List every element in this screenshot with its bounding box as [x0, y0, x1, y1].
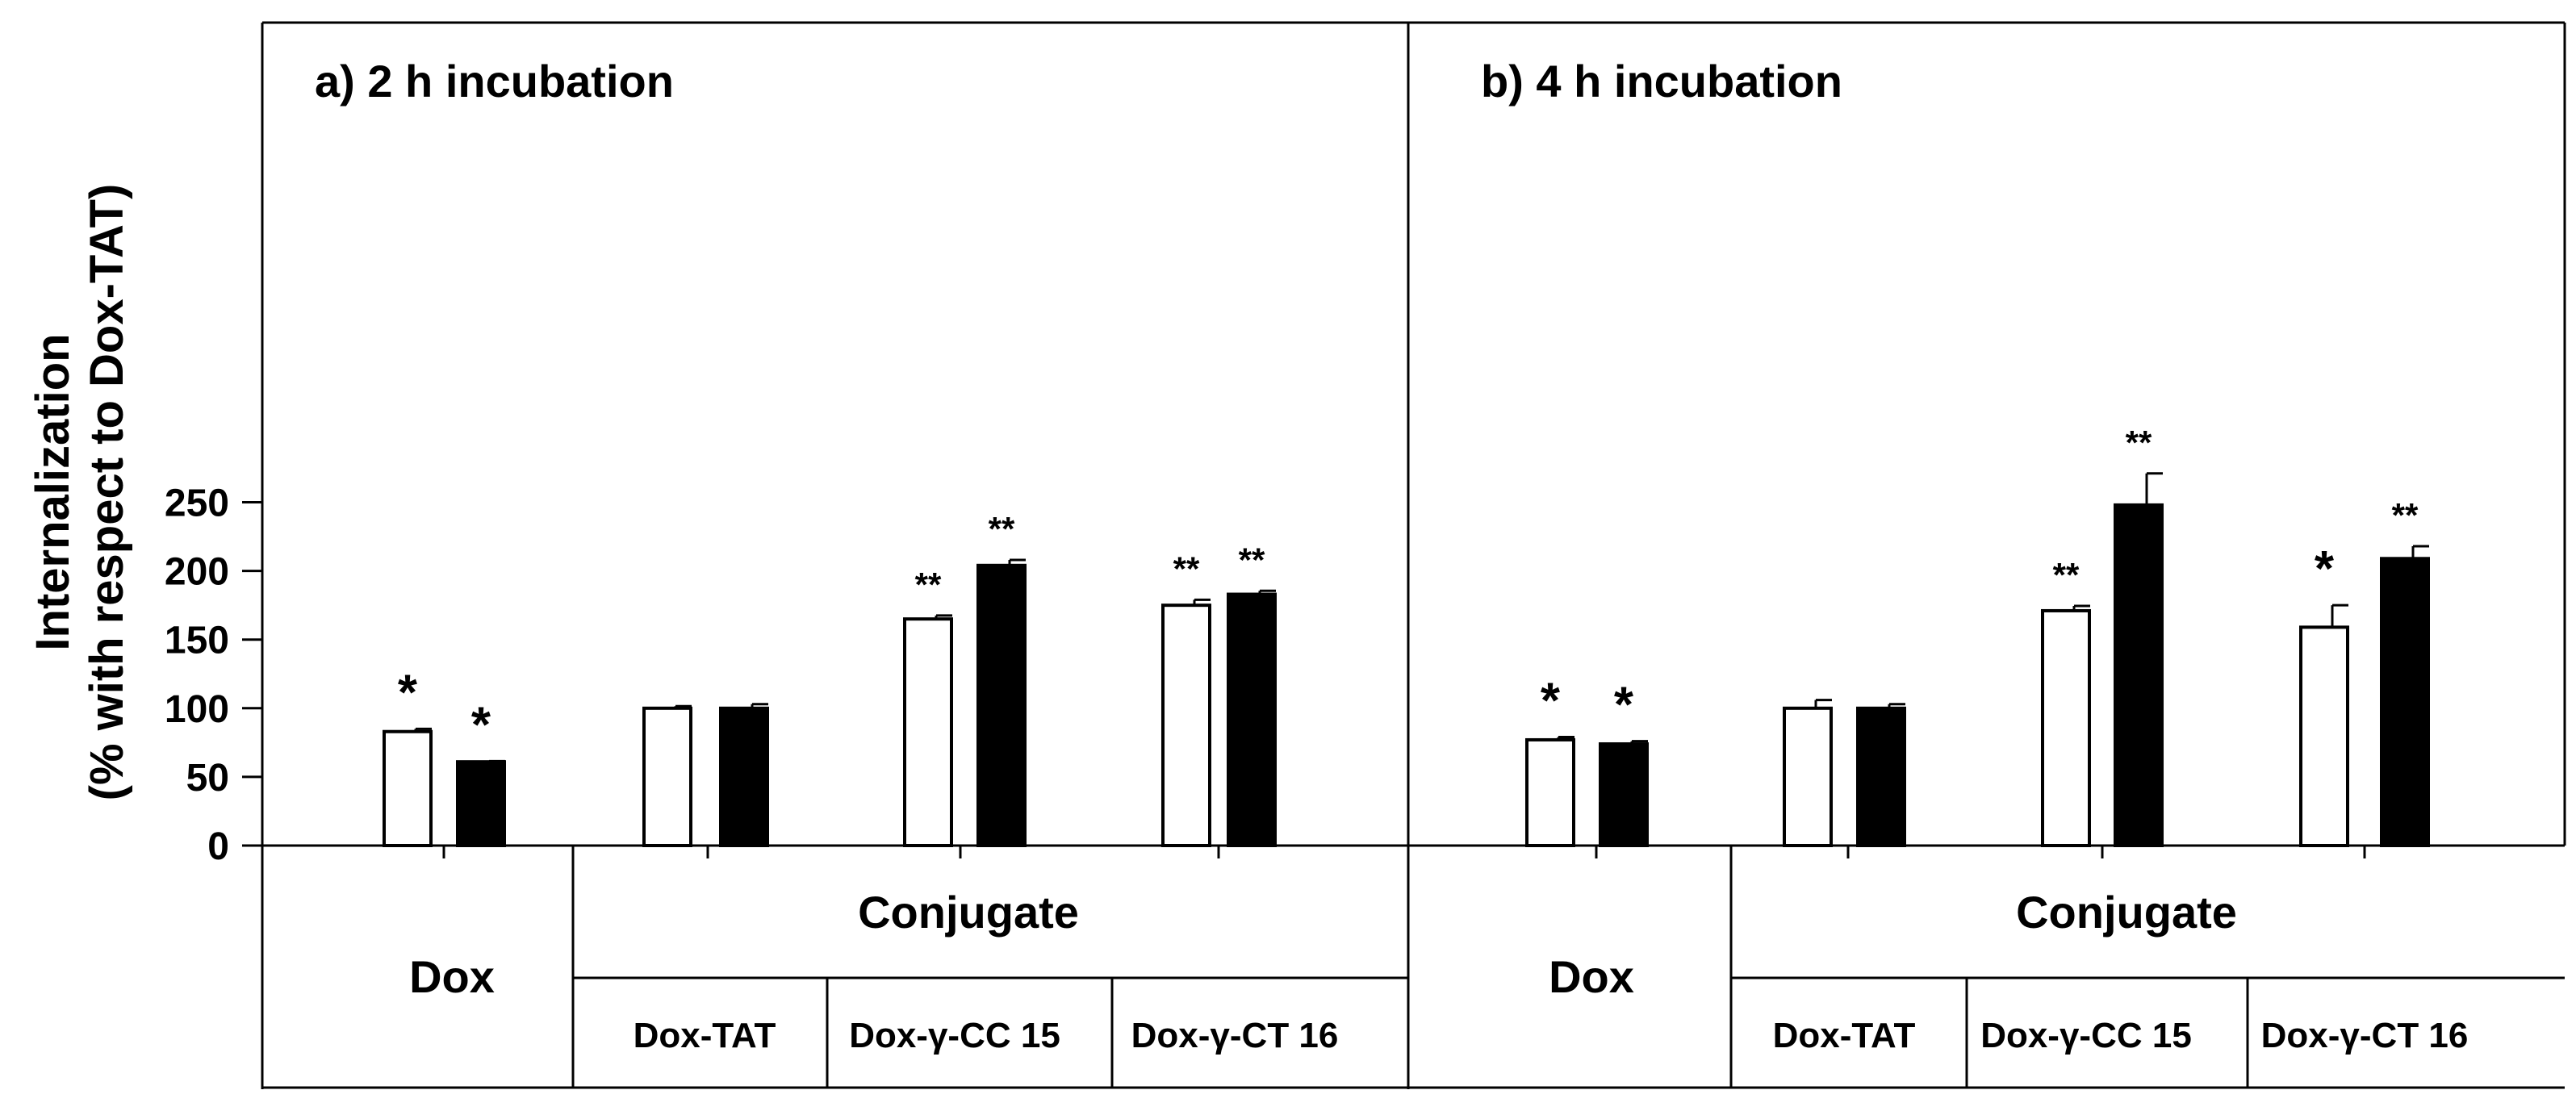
y-tick-label: 50: [186, 757, 229, 800]
panel-a-title: a) 2 h incubation: [315, 56, 674, 107]
panel-a-group-header: Conjugate: [858, 887, 1079, 938]
panel-b-group-header: Conjugate: [2016, 887, 2237, 938]
significance-mark: **: [2053, 556, 2080, 594]
bar: [1783, 706, 1833, 847]
significance-mark: *: [1614, 678, 1634, 733]
bar: [1227, 592, 1277, 847]
panel-b-title: b) 4 h incubation: [1481, 56, 1842, 107]
panel-a-dox-label: Dox: [409, 951, 495, 1002]
bar: [2041, 608, 2091, 847]
significance-mark: **: [2126, 424, 2152, 462]
significance-mark: *: [398, 665, 418, 720]
significance-mark: *: [2315, 541, 2335, 597]
panel-b-dox-tat-label: Dox-TAT: [1773, 1016, 1916, 1055]
bar: [719, 706, 769, 847]
panel-b-dox-ct16-label: Dox-γ-CT 16: [2261, 1016, 2469, 1055]
significance-mark: **: [2392, 496, 2419, 534]
significance-mark: **: [915, 566, 942, 604]
bar: [1856, 706, 1906, 847]
y-axis-label-line1: Internalization: [27, 333, 79, 650]
significance-mark: **: [989, 510, 1015, 548]
panel-b-dox-cc15-label: Dox-γ-CC 15: [1980, 1016, 2192, 1055]
panel-a-dox-tat-label: Dox-TAT: [634, 1016, 776, 1055]
bar: [2299, 625, 2349, 848]
bar: [976, 563, 1027, 847]
bar: [383, 729, 433, 848]
y-tick-label: 100: [165, 688, 229, 731]
significance-mark: **: [1239, 541, 1265, 578]
y-tick-label: 200: [165, 551, 229, 594]
bar: [1161, 604, 1211, 848]
bar: [642, 706, 692, 847]
y-tick-label: 250: [165, 482, 229, 525]
bar: [2380, 557, 2430, 847]
y-axis-label-line2: (% with respect to Dox-TAT): [81, 184, 133, 801]
panel-a-dox-ct16-label: Dox-γ-CT 16: [1131, 1016, 1339, 1055]
y-tick-label: 0: [207, 825, 229, 868]
significance-mark: *: [471, 697, 491, 753]
panel-b-dox-label: Dox: [1549, 951, 1634, 1002]
bar: [1525, 737, 1575, 847]
panel-a-dox-cc15-label: Dox-γ-CC 15: [849, 1016, 1060, 1055]
significance-mark: **: [1173, 549, 1200, 587]
bar: [2114, 503, 2164, 847]
significance-mark: *: [1541, 674, 1561, 729]
bar: [903, 617, 953, 847]
bar: [456, 760, 506, 847]
bar: [1599, 742, 1649, 847]
y-tick-label: 150: [165, 620, 229, 662]
